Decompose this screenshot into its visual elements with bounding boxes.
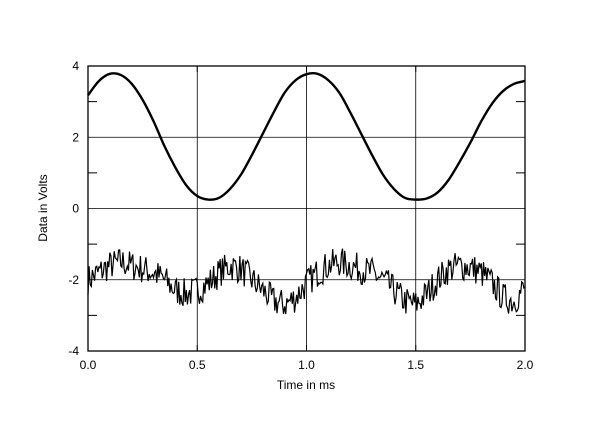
x-tick-label: 2.0 <box>517 358 534 372</box>
x-axis-title: Time in ms <box>277 378 335 392</box>
x-tick-label: 0.0 <box>80 358 97 372</box>
series-line-noise <box>87 248 526 315</box>
plot-frame <box>87 65 526 352</box>
y-tick-label: 2 <box>72 130 79 144</box>
y-tick-label: 4 <box>72 59 79 73</box>
x-tick-label: 1.5 <box>407 358 424 372</box>
y-axis-title: Data in Volts <box>36 174 50 241</box>
y-tick-label: 0 <box>72 202 79 216</box>
series-layer <box>87 72 526 315</box>
x-tick-label: 1.0 <box>298 358 315 372</box>
x-tick-label: 0.5 <box>189 358 206 372</box>
series-line-sine <box>87 72 526 201</box>
grid-layer <box>87 65 526 352</box>
y-tick-label: -2 <box>68 273 79 287</box>
y-tick-labels: 4 2 0 -2 -4 <box>68 59 79 358</box>
x-tick-labels: 0.0 0.5 1.0 1.5 2.0 <box>80 358 534 372</box>
y-tick-label: -4 <box>68 344 79 358</box>
